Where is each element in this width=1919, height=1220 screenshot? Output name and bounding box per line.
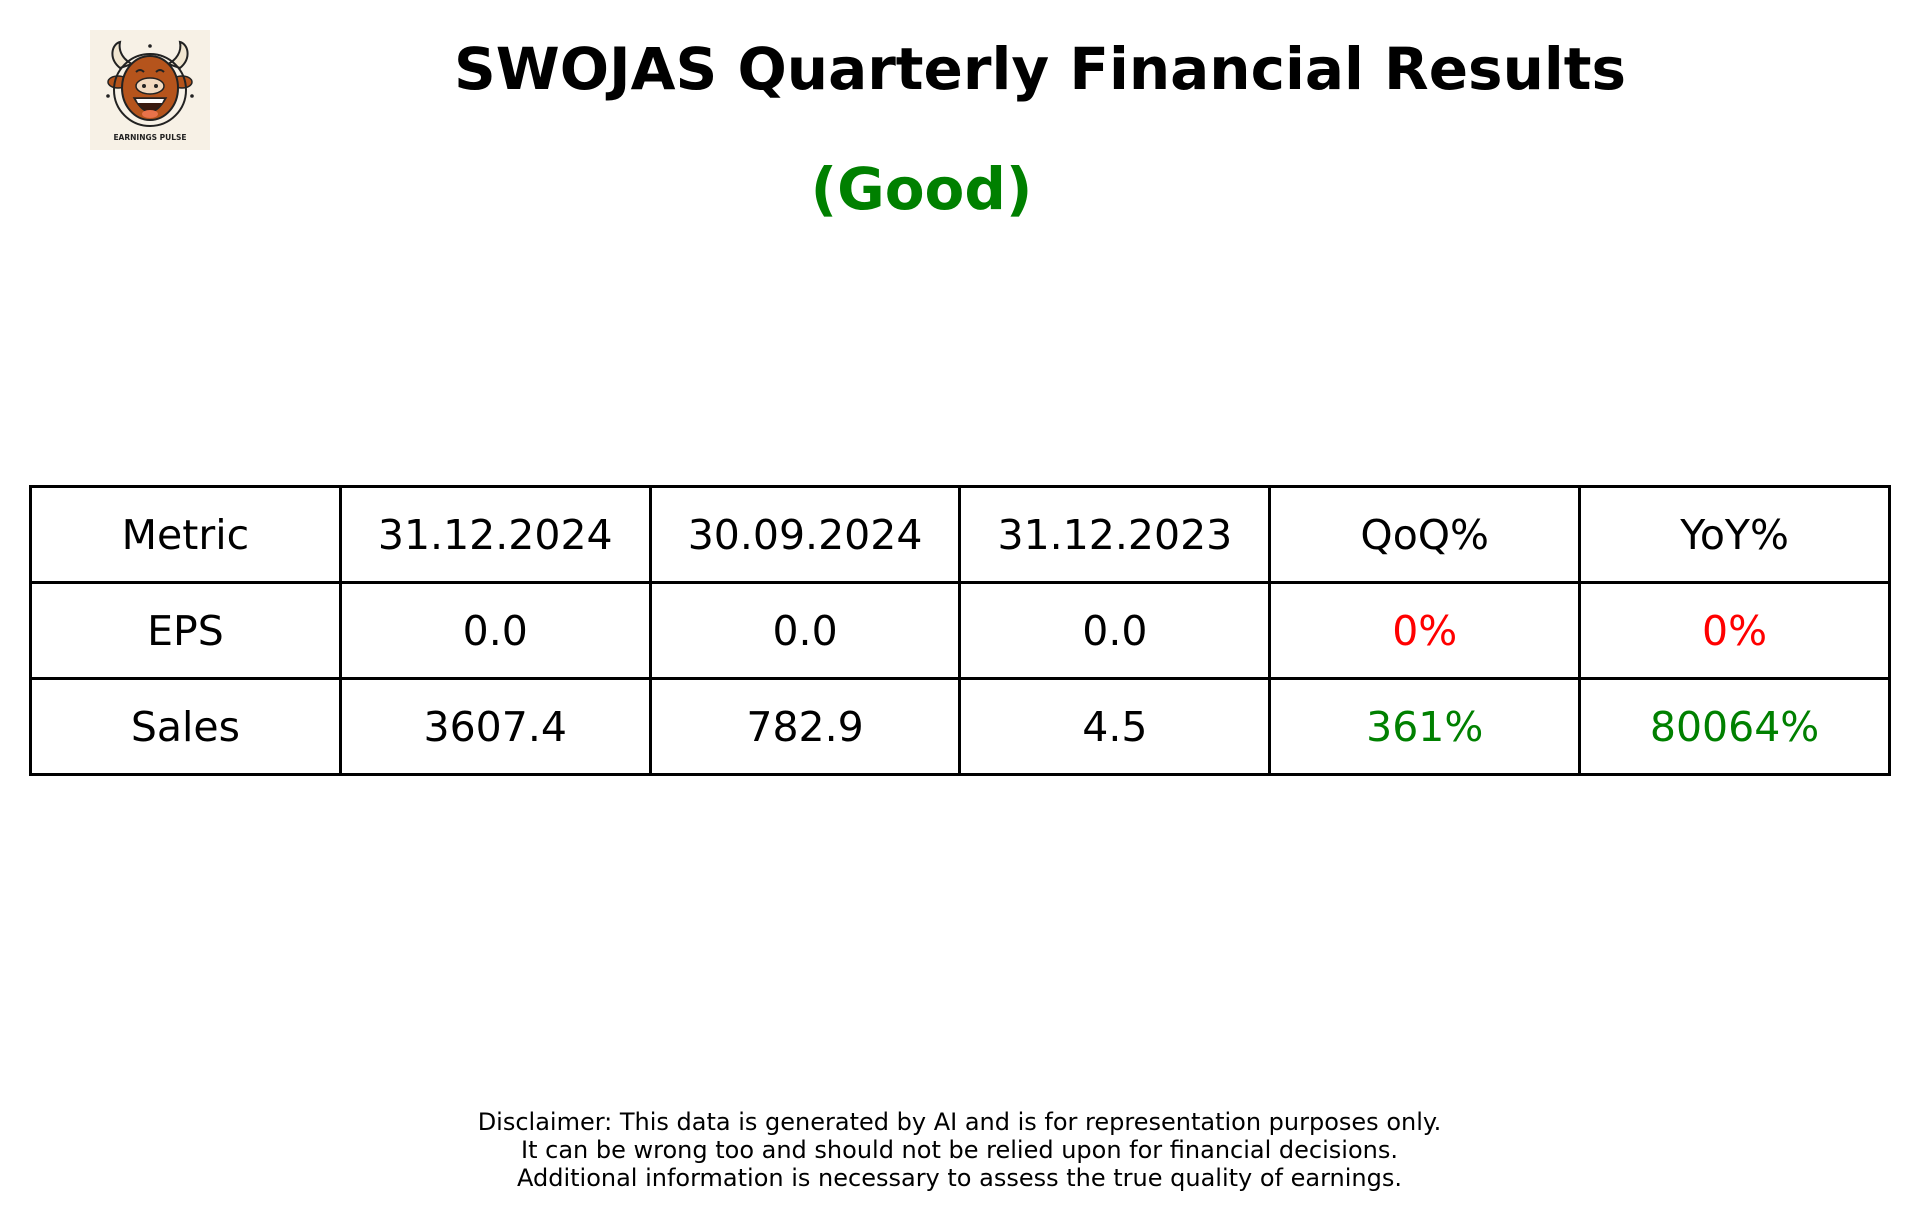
value-cell: 0.0: [958, 581, 1272, 680]
table-row: Sales 3607.4 782.9 4.5 361% 80064%: [29, 677, 1891, 776]
header-cell-q1: 31.12.2024: [338, 485, 652, 584]
header-cell-qoq: QoQ%: [1268, 485, 1582, 584]
earnings-pulse-logo: EARNINGS PULSE: [90, 30, 210, 150]
qoq-cell: 361%: [1268, 677, 1582, 776]
rating-label: (Good): [810, 155, 1033, 223]
bull-mascot-icon: EARNINGS PULSE: [90, 30, 210, 150]
disclaimer-line: It can be wrong too and should not be re…: [521, 1136, 1398, 1164]
logo-label: EARNINGS PULSE: [113, 133, 186, 142]
value-cell: 3607.4: [338, 677, 652, 776]
header-cell-q3: 31.12.2023: [958, 485, 1272, 584]
yoy-cell: 80064%: [1578, 677, 1891, 776]
page-title: SWOJAS Quarterly Financial Results: [453, 35, 1626, 103]
yoy-cell: 0%: [1578, 581, 1891, 680]
disclaimer-line: Disclaimer: This data is generated by AI…: [477, 1108, 1442, 1136]
disclaimer-line: Additional information is necessary to a…: [516, 1164, 1402, 1192]
value-cell: 782.9: [648, 677, 962, 776]
table-row: EPS 0.0 0.0 0.0 0% 0%: [29, 581, 1891, 680]
qoq-cell: 0%: [1268, 581, 1582, 680]
results-table: Metric 31.12.2024 30.09.2024 31.12.2023 …: [29, 485, 1891, 776]
metric-cell: Sales: [29, 677, 342, 776]
value-cell: 0.0: [648, 581, 962, 680]
table-header-row: Metric 31.12.2024 30.09.2024 31.12.2023 …: [29, 485, 1891, 584]
value-cell: 4.5: [958, 677, 1272, 776]
disclaimer: Disclaimer: This data is generated by AI…: [0, 1108, 1919, 1192]
header-cell-q2: 30.09.2024: [648, 485, 962, 584]
header-cell-yoy: YoY%: [1578, 485, 1891, 584]
header-cell-metric: Metric: [29, 485, 342, 584]
value-cell: 0.0: [338, 581, 652, 680]
metric-cell: EPS: [29, 581, 342, 680]
